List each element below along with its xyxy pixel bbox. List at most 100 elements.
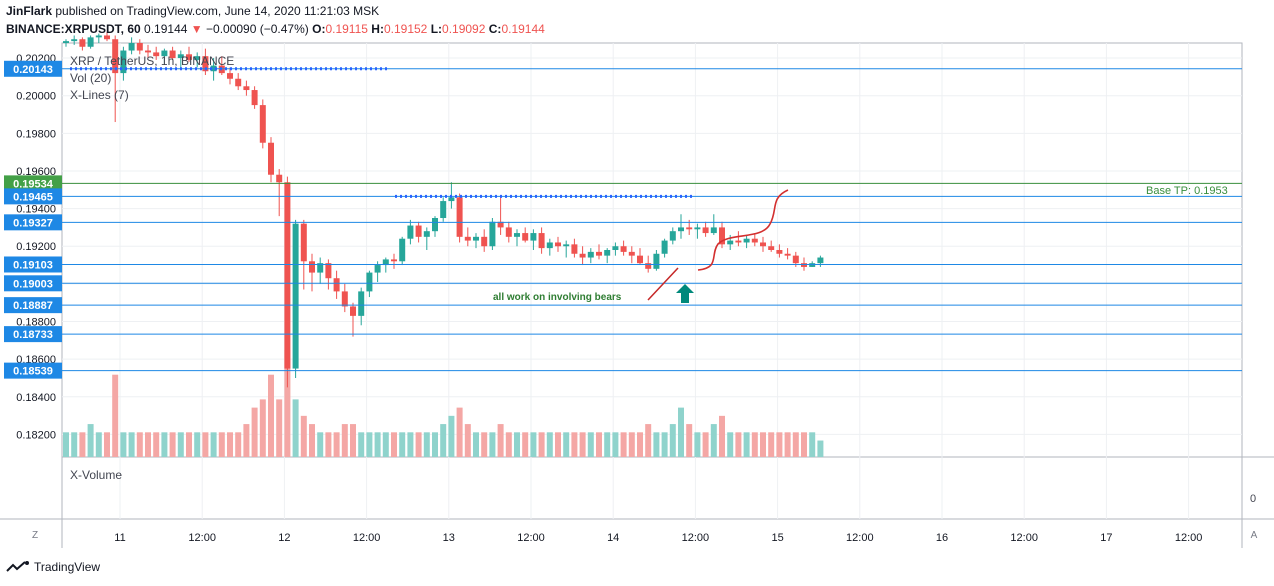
base-tp-label[interactable]: Base TP: 0.1953 [1146, 185, 1228, 197]
candle-body[interactable] [309, 261, 315, 273]
candle-body[interactable] [169, 50, 176, 59]
candle-body[interactable] [497, 221, 504, 228]
zoom-button[interactable]: Z [31, 530, 39, 541]
legend-xvolume[interactable]: X-Volume [70, 468, 123, 482]
candle-body[interactable] [87, 37, 94, 47]
price-level-marker[interactable] [4, 297, 62, 314]
candle-body[interactable] [464, 236, 471, 241]
candle-body[interactable] [776, 250, 783, 254]
candle-body[interactable] [145, 50, 151, 53]
candle-body[interactable] [333, 278, 340, 292]
candle-body[interactable] [612, 246, 619, 250]
legend-pair[interactable]: XRP / TetherUS, 1h, BINANCE [70, 54, 235, 68]
candle-body[interactable] [710, 227, 717, 234]
candle-body[interactable] [628, 251, 635, 256]
projection-curve[interactable] [697, 189, 789, 271]
candle-body[interactable] [432, 218, 438, 232]
candle-body[interactable] [300, 223, 307, 262]
candle-body[interactable] [350, 306, 356, 316]
candle-body[interactable] [71, 39, 78, 42]
candle-body[interactable] [161, 50, 168, 57]
price-level-marker[interactable] [4, 362, 62, 379]
candle-body[interactable] [751, 238, 758, 243]
candle-body[interactable] [530, 233, 537, 241]
legend-volume[interactable]: Vol (20) [70, 71, 112, 85]
candle-body[interactable] [276, 174, 283, 183]
candle-body[interactable] [407, 225, 414, 239]
candle-body[interactable] [448, 197, 455, 202]
candle-body[interactable] [292, 223, 299, 369]
candle-body[interactable] [669, 231, 676, 241]
candle-body[interactable] [202, 56, 209, 72]
candle-body[interactable] [768, 246, 775, 250]
candle-body[interactable] [325, 263, 332, 279]
candle-body[interactable] [481, 236, 488, 247]
candle-body[interactable] [645, 263, 652, 269]
up-arrow-icon[interactable] [676, 284, 694, 303]
candle-body[interactable] [177, 54, 184, 59]
price-level-marker[interactable] [4, 188, 62, 205]
annotation-note[interactable]: all work on involving bears [493, 292, 622, 303]
candle-body[interactable] [604, 250, 611, 256]
candle-body[interactable] [719, 227, 725, 245]
candle-body[interactable] [317, 263, 324, 273]
candle-body[interactable] [268, 142, 274, 175]
candle-body[interactable] [661, 240, 668, 254]
price-level-marker[interactable] [4, 256, 62, 273]
candle-body[interactable] [259, 105, 266, 143]
candle-body[interactable] [415, 225, 422, 237]
candle-body[interactable] [284, 182, 291, 369]
candle-body[interactable] [235, 78, 242, 87]
candle-body[interactable] [637, 255, 643, 264]
candle-body[interactable] [571, 244, 578, 254]
candle-body[interactable] [399, 238, 406, 262]
candle-body[interactable] [620, 246, 627, 252]
candle-body[interactable] [555, 242, 561, 247]
candle-body[interactable] [391, 259, 397, 262]
candle-body[interactable] [382, 259, 389, 266]
candle-body[interactable] [79, 39, 86, 47]
candle-body[interactable] [505, 227, 512, 237]
legend-xlines[interactable]: X-Lines (7) [70, 88, 129, 102]
candle-body[interactable] [153, 52, 160, 57]
price-level-marker[interactable] [4, 60, 62, 77]
candle-body[interactable] [514, 233, 520, 237]
candle-body[interactable] [104, 35, 110, 40]
candle-body[interactable] [727, 240, 734, 245]
candle-body[interactable] [760, 242, 766, 247]
price-level-marker[interactable] [4, 326, 62, 343]
candle-body[interactable] [341, 291, 348, 307]
candle-body[interactable] [784, 253, 791, 256]
candle-body[interactable] [579, 253, 586, 258]
tradingview-footer[interactable]: TradingView [6, 560, 100, 574]
candle-body[interactable] [456, 197, 463, 237]
candle-body[interactable] [801, 263, 807, 267]
candle-body[interactable] [120, 50, 127, 74]
candle-body[interactable] [678, 227, 684, 232]
candle-body[interactable] [563, 244, 570, 247]
candle-body[interactable] [251, 90, 258, 106]
candle-body[interactable] [227, 73, 233, 79]
candle-body[interactable] [489, 221, 496, 247]
candle-body[interactable] [702, 227, 709, 234]
candle-body[interactable] [743, 238, 750, 243]
candle-body[interactable] [473, 236, 479, 241]
candle-body[interactable] [112, 39, 119, 74]
candle-body[interactable] [653, 253, 660, 269]
candle-body[interactable] [374, 265, 381, 273]
candle-body[interactable] [128, 43, 135, 51]
candle-body[interactable] [546, 242, 553, 249]
candle-body[interactable] [596, 251, 602, 256]
candle-body[interactable] [817, 257, 824, 264]
candle-body[interactable] [587, 251, 594, 258]
candle-body[interactable] [809, 263, 816, 267]
author-name[interactable]: JinFlark [6, 4, 53, 18]
candle-body[interactable] [686, 227, 693, 230]
candle-body[interactable] [358, 291, 365, 316]
candle-body[interactable] [366, 272, 373, 292]
candle-body[interactable] [63, 41, 69, 43]
symbol[interactable]: BINANCE:XRPUSDT, 60 [6, 22, 141, 36]
candle-body[interactable] [95, 35, 102, 38]
price-level-marker[interactable] [4, 214, 62, 231]
